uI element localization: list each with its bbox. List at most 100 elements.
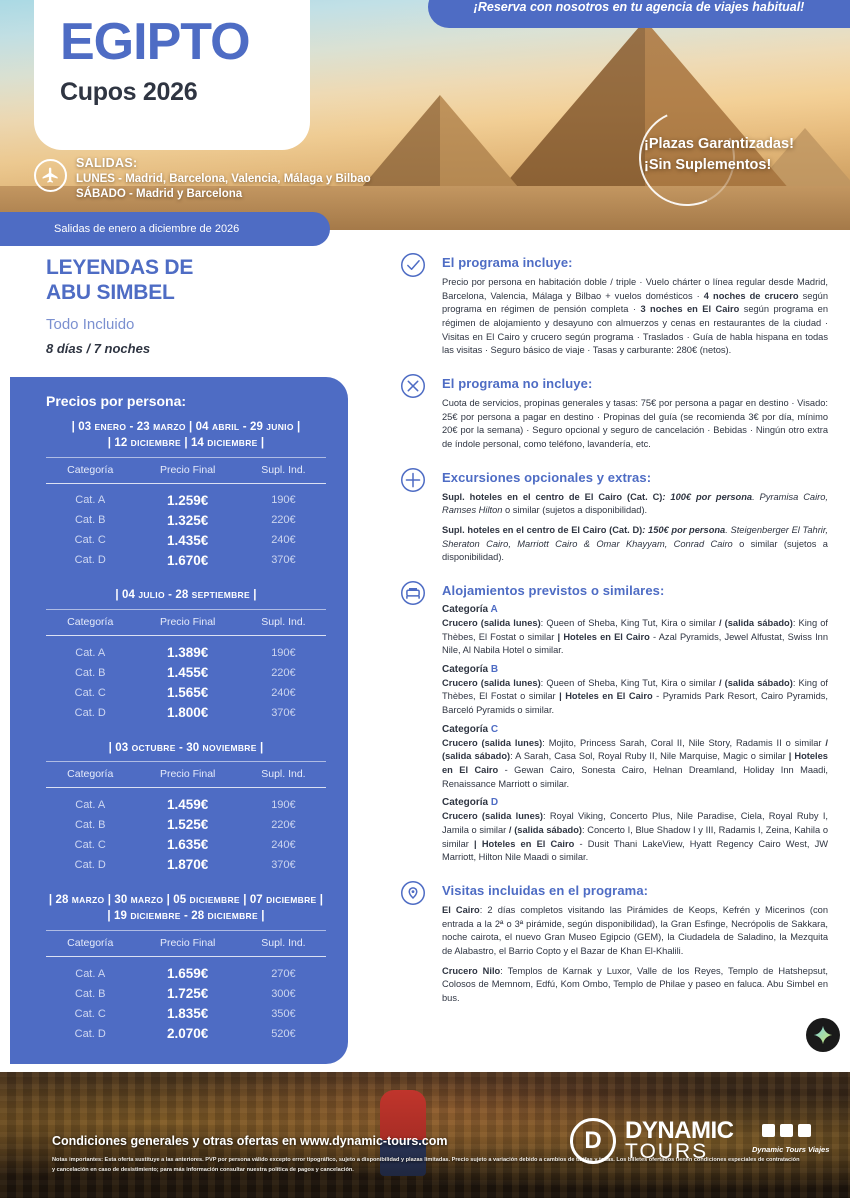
row-category: Cat. D [74, 554, 106, 567]
instagram-icon[interactable] [762, 1124, 775, 1137]
accommodation-category-heading-A: Categoría A [442, 603, 498, 615]
footer-notes: Notas importantes: Esta oferta sustituye… [52, 1157, 800, 1173]
row-category: Cat. D [74, 1027, 106, 1040]
logo-mark-icon: D [570, 1118, 616, 1164]
accommodation-category-heading-C: Categoría C [442, 723, 499, 735]
guarantee-line-2: ¡Sin Suplementos! [644, 156, 772, 173]
price-col-3: Supl. Ind. [240, 761, 326, 789]
facebook-icon[interactable] [780, 1124, 793, 1137]
all-inclusive-label: Todo Incluido [46, 315, 135, 333]
plus-circle-icon [398, 465, 428, 495]
price-table-header-row: Categoría Precio Final Supl. Ind. [46, 761, 326, 789]
row-supplement: 220€ [271, 666, 296, 679]
row-supplement: 370€ [271, 858, 296, 871]
price-col-3: Supl. Ind. [240, 930, 326, 958]
price-table-header-row: Categoría Precio Final Supl. Ind. [46, 930, 326, 958]
left-column: LEYENDAS DE ABU SIMBEL Todo Incluido 8 d… [0, 246, 380, 1176]
row-supplement: 300€ [271, 987, 296, 1000]
departures-label: SALIDAS: [76, 156, 138, 170]
price-col-1: Categoría [46, 456, 135, 484]
row-supplement: 370€ [271, 706, 296, 719]
accommodation-category-body-D: Crucero (salida lunes): Royal Viking, Co… [442, 811, 829, 863]
row-price: 1.389€ [167, 645, 209, 661]
row-category: Cat. C [74, 534, 106, 547]
table-row: Cat. C 1.635€ 240€ [46, 835, 326, 855]
section-includes-body: Precio por persona en habitación doble /… [442, 277, 829, 356]
section-not-includes: El programa no incluye: Cuota de servici… [398, 371, 828, 452]
program-title: LEYENDAS DE ABU SIMBEL [0, 246, 380, 306]
row-price: 1.455€ [167, 665, 209, 681]
row-price: 1.435€ [167, 532, 209, 548]
visits-paragraph-1: El Cairo: 2 días completos visitando las… [442, 905, 828, 956]
section-not-includes-body: Cuota de servicios, propinas generales y… [442, 397, 828, 449]
x-circle-icon [398, 371, 428, 401]
price-table-3: Categoría Precio Final Supl. Ind. Cat. A 1.4… [46, 761, 326, 875]
departures-date-bar: Salidas de enero a diciembre de 2026 [0, 212, 330, 246]
row-price: 1.835€ [167, 1006, 209, 1022]
prices-card: Precios por persona: | 03 ENERO - 23 MAR… [10, 376, 348, 1064]
price-col-2: Precio Final [134, 930, 241, 958]
price-col-2: Precio Final [134, 761, 241, 789]
price-col-3: Supl. Ind. [240, 609, 326, 637]
row-category: Cat. C [74, 686, 106, 699]
table-row: Cat. B 1.455€ 220€ [46, 663, 326, 683]
plane-icon [34, 159, 67, 192]
departures-date-text: Salidas de enero a diciembre de 2026 [54, 223, 240, 235]
row-supplement: 190€ [271, 494, 296, 507]
table-row: Cat. C 1.565€ 240€ [46, 683, 326, 703]
section-accommodation: Alojamientos previstos o similares: Cate… [398, 578, 828, 865]
table-row: Cat. A 1.459€ 190€ [46, 788, 326, 815]
section-excursions-heading: Excursiones opcionales y extras: [442, 469, 652, 485]
price-col-3: Supl. Ind. [240, 456, 326, 484]
accommodation-category-body-C: Crucero (salida lunes): Mojito, Princess… [442, 737, 828, 789]
location-pin-icon [398, 878, 428, 908]
logo-line-1: DYNAMIC [625, 1116, 734, 1144]
price-period-2: | 04 JULIO - 28 SEPTIEMBRE | [115, 589, 257, 602]
footer-banner: Condiciones generales y otras ofertas en… [0, 1072, 850, 1198]
star-burst-icon[interactable] [806, 1018, 840, 1052]
row-category: Cat. B [74, 514, 106, 527]
price-col-1: Categoría [46, 761, 135, 789]
price-table-header-row: Categoría Precio Final Supl. Ind. [46, 456, 326, 484]
page-title: EGIPTO [60, 13, 251, 71]
row-category: Cat. B [74, 666, 106, 679]
row-category: Cat. A [75, 646, 106, 659]
price-period-1: | 03 ENERO - 23 MARZO | 04 ABRIL - 29 JU… [71, 420, 301, 450]
departures-line-2: SÁBADO - Madrid y Barcelona [76, 187, 243, 200]
row-price: 1.659€ [167, 966, 209, 982]
footer-figure [380, 1090, 426, 1176]
table-row: Cat. A 1.259€ 190€ [46, 483, 326, 510]
social-icons[interactable] [762, 1124, 811, 1137]
row-category: Cat. B [74, 818, 106, 831]
guarantee-line-1: ¡Plazas Garantizadas! [644, 136, 794, 152]
section-excursions: Excursiones opcionales y extras: Supl. h… [398, 465, 828, 565]
row-supplement: 240€ [271, 838, 296, 851]
row-supplement: 190€ [271, 646, 296, 659]
row-supplement: 220€ [271, 514, 296, 527]
accommodation-category-body-A: Crucero (salida lunes): Queen of Sheba, … [442, 617, 829, 656]
row-category: Cat. A [75, 798, 106, 811]
program-title-line-2: ABU SIMBEL [46, 280, 175, 304]
excursion-paragraph-1: Supl. hoteles en el centro de El Cairo (… [442, 491, 829, 516]
accommodation-category-heading-D: Categoría D [442, 797, 499, 809]
price-col-1: Categoría [46, 609, 135, 637]
table-row: Cat. B 1.725€ 300€ [46, 984, 326, 1004]
row-category: Cat. C [74, 838, 106, 851]
bed-icon [398, 578, 428, 608]
departures-block: SALIDAS: LUNES - Madrid, Barcelona, Vale… [34, 155, 371, 202]
row-category: Cat. A [75, 967, 106, 980]
table-row: Cat. A 1.389€ 190€ [46, 636, 326, 663]
right-column: El programa incluye: Precio por persona … [398, 250, 828, 1019]
dynamic-tours-logo: D DYNAMIC TOURS [570, 1118, 734, 1164]
section-visits-heading: Visitas incluidas en el programa: [442, 883, 649, 899]
row-category: Cat. D [74, 706, 106, 719]
price-col-2: Precio Final [134, 609, 241, 637]
section-accommodation-heading: Alojamientos previstos o similares: [442, 582, 665, 598]
check-circle-icon [398, 250, 428, 280]
linkedin-icon[interactable] [798, 1124, 811, 1137]
section-includes-heading: El programa incluye: [442, 255, 573, 270]
departures-line-1: LUNES - Madrid, Barcelona, Valencia, Mál… [76, 172, 371, 185]
row-supplement: 350€ [271, 1007, 296, 1020]
row-supplement: 240€ [271, 534, 296, 547]
row-category: Cat. A [75, 494, 106, 507]
